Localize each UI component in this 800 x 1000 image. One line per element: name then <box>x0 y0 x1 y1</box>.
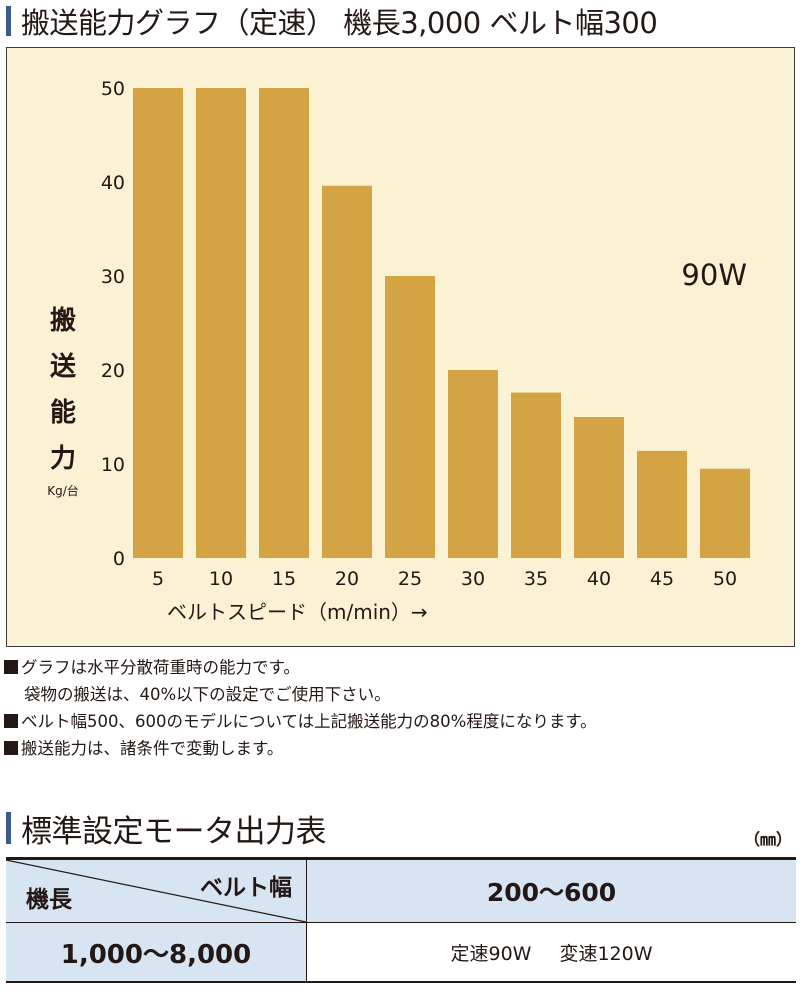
x-tick-label: 15 <box>272 568 296 590</box>
heading-accent-bar <box>6 6 11 36</box>
bar <box>133 88 183 558</box>
machine-length-range: 1,000〜8,000 <box>6 922 307 982</box>
bar <box>448 370 498 558</box>
y-axis-label: 搬 送 能 力 Kg/台 <box>43 298 83 499</box>
x-tick-label: 10 <box>209 568 233 590</box>
y-tick-label: 40 <box>101 172 125 194</box>
x-tick-label: 35 <box>524 568 548 590</box>
bullet-square-icon <box>4 714 18 728</box>
x-tick-label: 50 <box>713 568 737 590</box>
table-row: 1,000〜8,000 定速90W 変速120W <box>6 922 796 982</box>
bar <box>385 276 435 558</box>
chart-heading: 搬送能力グラフ（定速） 機長3,000 ベルト幅300 <box>6 2 658 40</box>
y-tick-label: 0 <box>113 548 125 570</box>
bar <box>259 88 309 558</box>
table-corner-cell: 機長 ベルト幅 <box>6 858 307 923</box>
bar <box>322 185 372 558</box>
column-header-label: ベルト幅 <box>200 875 292 901</box>
bullet-square-icon <box>4 741 18 755</box>
table-header-row: 機長 ベルト幅 200〜600 <box>6 858 796 923</box>
y-tick-label: 20 <box>101 360 125 382</box>
bar <box>700 468 750 558</box>
y-tick-label: 10 <box>101 454 125 476</box>
bar <box>511 392 561 558</box>
bar <box>637 450 687 558</box>
note-item: ベルト幅500、600のモデルについては上記搬送能力の80%程度になります。 <box>4 708 597 735</box>
constant-speed-output: 定速90W <box>450 942 532 965</box>
notes-block: グラフは水平分散荷重時の能力です。 袋物の搬送は、40%以下の設定でご使用下さい… <box>4 654 597 762</box>
bullet-square-icon <box>4 660 18 674</box>
row-header-label: 機長 <box>26 887 72 913</box>
x-tick-label: 20 <box>335 568 359 590</box>
table-unit: （㎜） <box>743 830 792 849</box>
bar <box>196 88 246 558</box>
x-tick-label: 45 <box>650 568 674 590</box>
y-tick-label: 50 <box>101 78 125 100</box>
note-item: 袋物の搬送は、40%以下の設定でご使用下さい。 <box>24 685 391 704</box>
y-tick-label: 30 <box>101 266 125 288</box>
y-axis-unit: Kg/台 <box>47 484 79 498</box>
motor-output-cell: 定速90W 変速120W <box>306 922 796 982</box>
note-item: 搬送能力は、諸条件で変動します。 <box>4 735 597 762</box>
capacity-bar-chart: 0 10 20 30 40 50 5 10 15 20 25 30 35 40 45 50 ベルトスピード（m/… <box>101 78 750 624</box>
table-heading: 標準設定モータ出力表 <box>6 808 327 850</box>
y-axis-label-char: 搬 <box>49 306 76 336</box>
x-tick-label: 40 <box>587 568 611 590</box>
variable-speed-output: 変速120W <box>559 942 653 965</box>
bar <box>574 417 624 558</box>
x-tick-label: 25 <box>398 568 422 590</box>
x-tick-label: 30 <box>461 568 485 590</box>
note-item: グラフは水平分散荷重時の能力です。 <box>4 654 597 681</box>
motor-power-annotation: 90W <box>681 258 747 292</box>
x-tick-label: 5 <box>152 568 164 590</box>
x-axis-label: ベルトスピード（m/min）→ <box>167 600 428 624</box>
belt-width-range: 200〜600 <box>306 858 796 923</box>
chart-title: 搬送能力グラフ（定速） 機長3,000 ベルト幅300 <box>21 6 658 40</box>
heading-accent-bar <box>6 812 11 844</box>
y-axis-label-char: 能 <box>49 398 76 428</box>
chart-panel: 0 10 20 30 40 50 5 10 15 20 25 30 35 40 45 50 ベルトスピード（m/… <box>6 47 795 647</box>
table-title: 標準設定モータ出力表 <box>21 813 327 850</box>
diagonal-divider <box>6 860 306 922</box>
motor-output-table: 機長 ベルト幅 200〜600 1,000〜8,000 定速90W 変速120W <box>6 857 796 983</box>
y-axis-label-char: 力 <box>49 444 76 474</box>
y-axis-label-char: 送 <box>49 352 76 382</box>
